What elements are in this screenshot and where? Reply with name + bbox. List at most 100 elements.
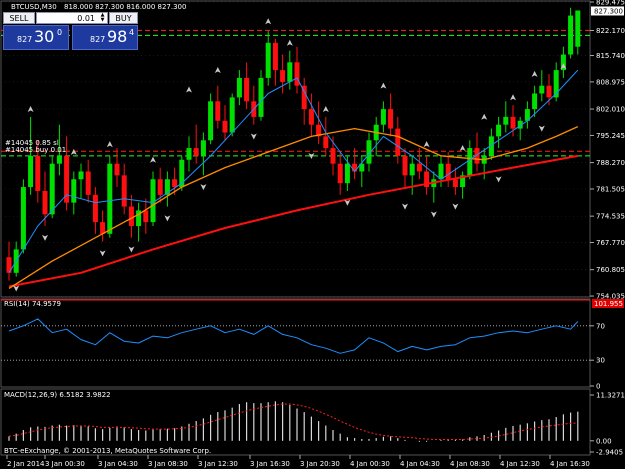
candle-body: [546, 85, 552, 98]
fractal-down-marker: [495, 176, 502, 183]
time-tick-label: 4 Jan 16:30: [550, 460, 590, 468]
candle-body: [402, 155, 408, 176]
candle-body: [157, 179, 163, 195]
candle-body: [28, 155, 34, 188]
price-tick-label: 815.740: [596, 52, 625, 60]
candle-body: [568, 15, 574, 55]
buy-price-prefix: 827: [90, 35, 106, 44]
candle-body: [71, 179, 77, 203]
lot-stepper-icon[interactable]: ▲ ▼: [100, 12, 105, 23]
macd-histogram: [8, 401, 579, 442]
candle-body: [107, 163, 113, 234]
fractal-up-marker: [423, 141, 430, 148]
macd-tick-label: 0.00: [596, 437, 612, 445]
fractal-up-marker: [510, 94, 516, 101]
candle-body: [424, 171, 430, 188]
fractal-down-marker: [164, 215, 171, 222]
candle-body: [20, 187, 26, 250]
time-axis: 2 Jan 2014 3 Jan 00:30 3 Jan 04:30 3 Jan 08…: [6, 455, 590, 468]
candle-body: [280, 70, 286, 82]
candle-body: [344, 163, 350, 184]
current-price-badge: [591, 6, 624, 16]
candle-body: [517, 120, 523, 129]
time-tick-label: 3 Jan 08:30: [148, 460, 188, 468]
candle-body: [380, 109, 386, 125]
lot-size-input[interactable]: [36, 12, 108, 24]
candle-body: [236, 77, 242, 98]
rsi-level-lines: [1, 299, 590, 361]
fractal-up-marker: [322, 105, 329, 112]
candle-body: [215, 101, 221, 121]
candle-body: [287, 62, 293, 82]
candle-body: [121, 175, 127, 207]
price-tick-label: 760.805: [596, 266, 625, 274]
sell-price-tile[interactable]: 827 30 0: [3, 25, 69, 50]
price-panel-frame: [0, 0, 591, 298]
chart-ohlc: 818.000 827.300 816.000 827.300: [64, 3, 186, 11]
fractal-down-marker: [128, 246, 135, 253]
candle-body: [114, 163, 120, 176]
candle-body: [474, 148, 480, 164]
rsi-path: [8, 318, 579, 354]
candle-body: [179, 159, 185, 188]
candle-body: [503, 116, 509, 125]
candle-body: [49, 163, 55, 215]
time-tick-label: 3 Jan 20:30: [300, 460, 340, 468]
sell-price-prefix: 827: [17, 35, 33, 44]
price-tick-label: 808.975: [596, 78, 625, 86]
macd-panel[interactable]: 11.3271 0.00 -2.9405 MACD(12,26,9) 6.5182 …: [0, 388, 625, 457]
fractal-up-marker: [481, 113, 488, 120]
order-label-buy: #14045 buy 0.01: [5, 146, 66, 154]
fractal-down-marker: [250, 133, 257, 140]
candle-body: [308, 109, 314, 125]
ma-slow-line: [8, 154, 578, 288]
candle-body: [6, 257, 12, 273]
time-tick-label: 4 Jan 12:30: [500, 460, 540, 468]
current-price-marker: 827.300: [591, 6, 624, 16]
time-tick-label: 2 Jan 2014: [7, 460, 45, 468]
svg-text:101.955: 101.955: [594, 300, 623, 308]
candle-body: [42, 190, 48, 215]
candle-body: [78, 171, 84, 180]
candle-body: [323, 136, 329, 149]
ma-fast-line: [8, 69, 579, 274]
candle-body: [409, 163, 415, 176]
sell-price-main: 30: [34, 27, 55, 46]
buy-button[interactable]: BUY: [109, 12, 138, 24]
fractal-down-marker: [538, 125, 545, 132]
candle-body: [64, 155, 70, 203]
candle-body: [330, 148, 336, 164]
fractal-down-marker: [452, 203, 459, 210]
time-tick-label: 4 Jan 00:30: [350, 460, 390, 468]
time-tick-label: 3 Jan 04:30: [98, 460, 138, 468]
fractal-down-marker: [402, 203, 408, 210]
macd-title: MACD(12,26,9) 6.5182 3.9822: [4, 391, 111, 399]
candle-body: [488, 136, 494, 156]
candle-body: [359, 163, 365, 172]
candle-body: [366, 140, 372, 164]
candle-body: [193, 148, 199, 156]
fractal-up-marker: [186, 86, 192, 93]
candle-body: [208, 101, 214, 141]
sell-button[interactable]: SELL: [3, 12, 35, 24]
buy-price-tile[interactable]: 827 98 4: [72, 25, 138, 50]
rsi-panel[interactable]: 70 30 0 RSI(14) 74.9579 101.955: [0, 298, 624, 391]
sell-price-superscript: 0: [57, 28, 63, 37]
macd-panel-frame: [0, 388, 591, 456]
fractal-markers: [13, 18, 567, 292]
price-tick-label: 802.010: [596, 106, 625, 114]
candle-body: [294, 62, 300, 86]
one-click-trading-panel: SELL ▲▼ BUY 827 30 0 827 98 4: [3, 12, 138, 50]
candle-body: [510, 116, 516, 129]
candle-body: [172, 179, 178, 188]
candle-body: [258, 77, 264, 117]
fractal-down-marker: [200, 184, 207, 191]
candle-body: [352, 163, 358, 172]
fractal-down-marker: [99, 250, 106, 257]
fractal-down-marker: [430, 211, 437, 218]
fractal-up-marker: [380, 82, 387, 89]
candle-body: [337, 163, 343, 184]
candle-body: [92, 194, 98, 223]
candle-body: [524, 109, 530, 121]
